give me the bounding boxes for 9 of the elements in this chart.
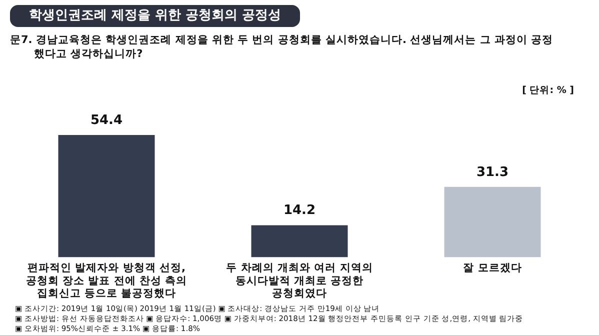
text: [ 단위: % ]: [522, 84, 574, 97]
chart-title: 학생인권조례 제정을 위한 공청회의 공정성: [10, 5, 300, 27]
data-label: 14.2: [283, 203, 316, 218]
chart-subtitle: 문7. 경남교육청은 학생인권조례 제정을 위한 두 번의 공청회를 실시하였습니다. 선생님께서는 그 과정이 공정했다고 생각하십니까?: [10, 33, 554, 61]
data-label: 31.3: [476, 164, 509, 180]
x-tick-label: 편파적인 발제자와 방청객 선정, 공청회 장소 발표 전에 찬성 측의 집회신고 등으로 불공정했다: [26, 262, 188, 300]
x-tick-label: 두 차례의 개최와 여러 지역의 동시다발적 개최로 공정한 공청회였다: [226, 262, 373, 300]
data-label: 54.4: [90, 112, 123, 128]
x-tick-label: 잘 모르겠다: [463, 262, 522, 274]
